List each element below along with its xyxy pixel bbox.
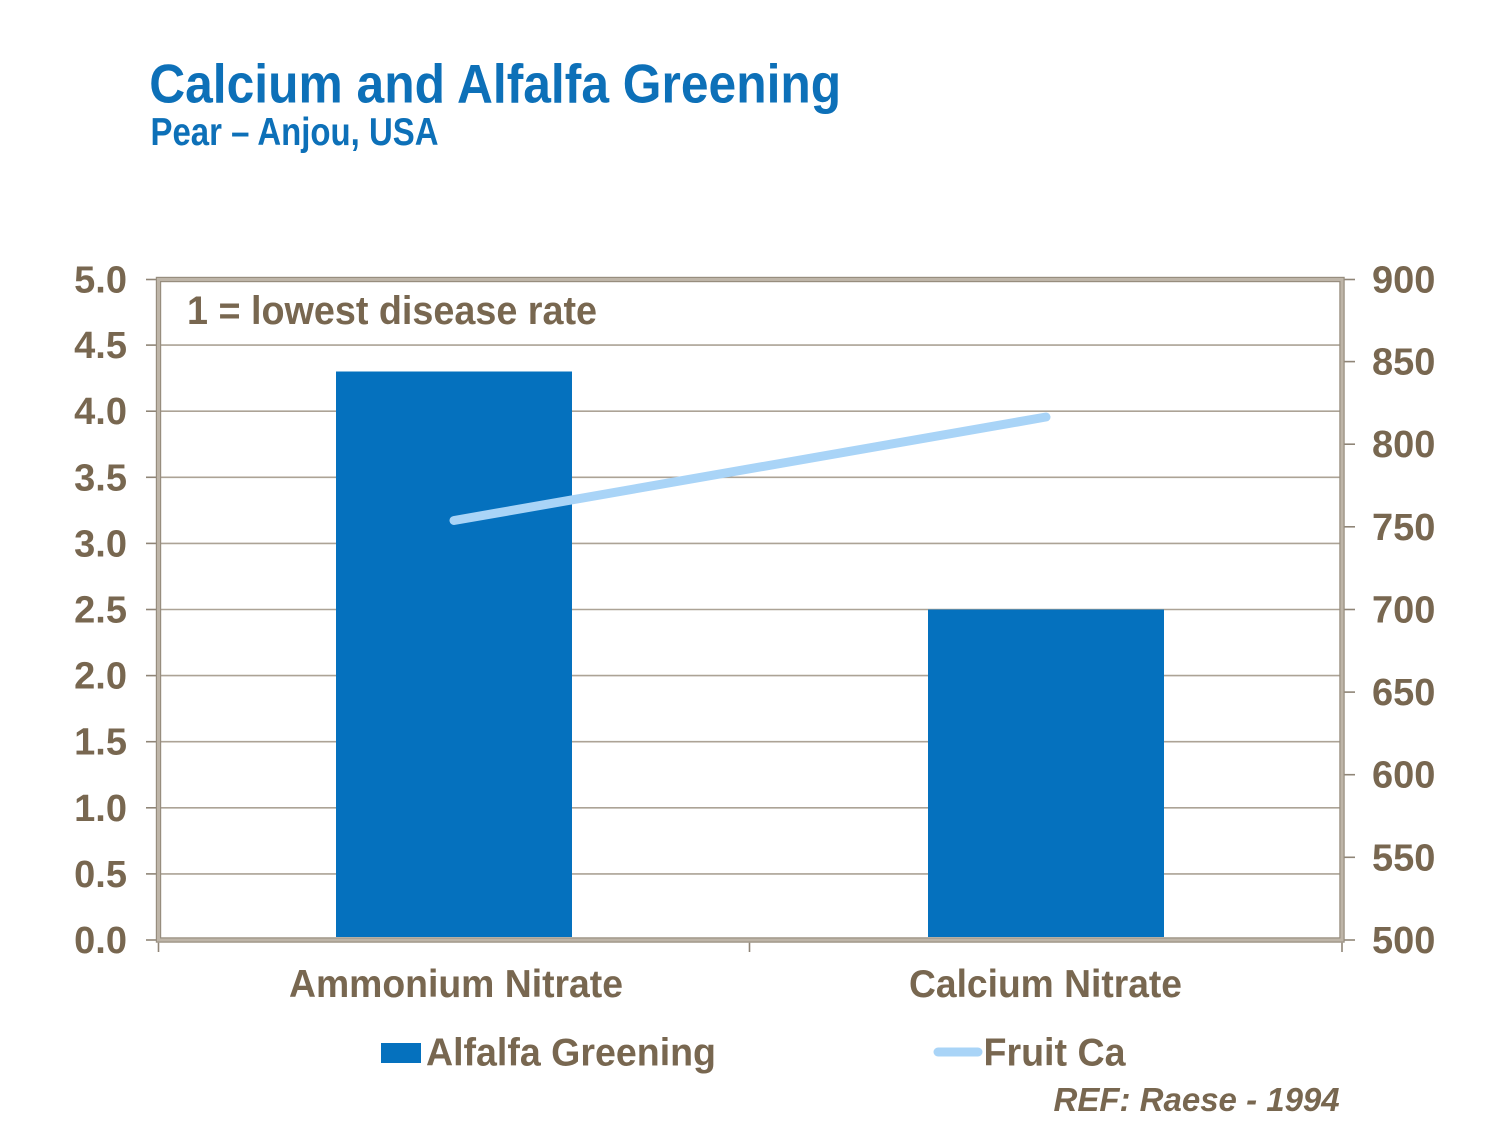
- svg-text:650: 650: [1372, 672, 1435, 714]
- svg-text:0.0: 0.0: [74, 920, 127, 962]
- svg-text:4.5: 4.5: [74, 325, 127, 367]
- svg-text:2.0: 2.0: [74, 656, 127, 698]
- svg-text:500: 500: [1372, 920, 1435, 962]
- svg-text:900: 900: [1372, 260, 1435, 302]
- svg-text:750: 750: [1372, 507, 1435, 549]
- svg-text:850: 850: [1372, 342, 1435, 384]
- svg-text:1.5: 1.5: [74, 722, 127, 764]
- svg-text:3.5: 3.5: [74, 457, 127, 499]
- svg-text:Calcium and Alfalfa Greening: Calcium and Alfalfa Greening: [149, 53, 841, 115]
- svg-text:4.0: 4.0: [74, 391, 127, 433]
- svg-text:2.5: 2.5: [74, 590, 127, 632]
- svg-text:REF: Raese - 1994: REF: Raese - 1994: [1054, 1081, 1340, 1118]
- svg-text:Fruit Ca: Fruit Ca: [984, 1031, 1126, 1074]
- svg-text:800: 800: [1372, 424, 1435, 466]
- svg-text:3.0: 3.0: [74, 523, 127, 565]
- svg-text:Pear – Anjou, USA: Pear – Anjou, USA: [151, 111, 439, 154]
- svg-text:550: 550: [1372, 837, 1435, 879]
- svg-text:5.0: 5.0: [74, 260, 127, 302]
- svg-text:1 = lowest disease rate: 1 = lowest disease rate: [187, 289, 597, 333]
- svg-text:1.0: 1.0: [74, 788, 127, 830]
- svg-text:Alfalfa Greening: Alfalfa Greening: [426, 1031, 716, 1074]
- svg-text:700: 700: [1372, 590, 1435, 632]
- svg-text:600: 600: [1372, 755, 1435, 797]
- svg-text:Calcium Nitrate: Calcium Nitrate: [909, 963, 1182, 1006]
- svg-text:Ammonium Nitrate: Ammonium Nitrate: [289, 963, 623, 1006]
- svg-text:0.5: 0.5: [74, 854, 127, 896]
